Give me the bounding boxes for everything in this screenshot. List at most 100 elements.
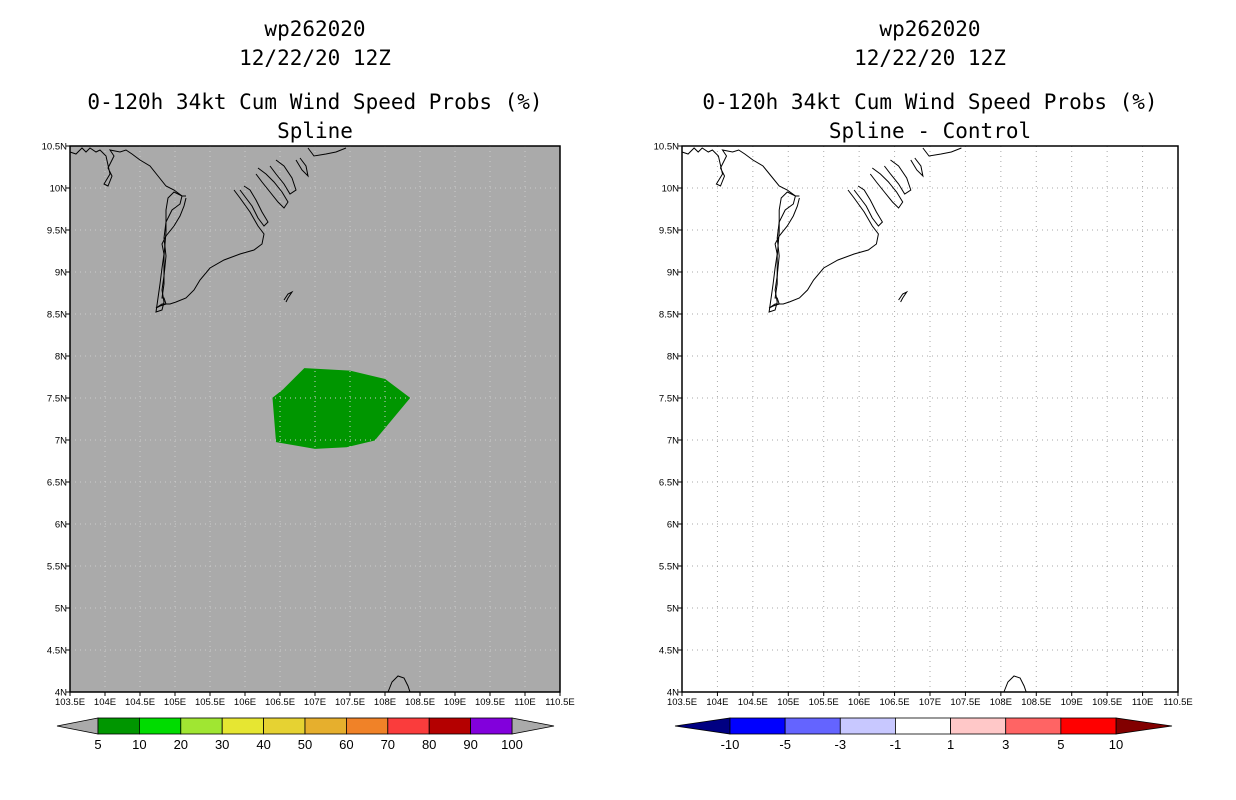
left-coastline: [269, 159, 297, 195]
right-lat-label: 10.5N: [654, 142, 679, 153]
left-coastline: [155, 189, 265, 309]
left-lon-label: 105.5E: [195, 697, 225, 708]
right-lat-label: 4N: [667, 688, 679, 699]
left-colorbar-over-arrow: [511, 717, 555, 735]
left-lon-label: 109E: [444, 697, 466, 708]
left-colorbar-label: 90: [463, 737, 477, 752]
left-lon-label: 104.5E: [125, 697, 155, 708]
left-lat-label: 7.5N: [47, 394, 67, 405]
left-lat-label: 6N: [55, 520, 67, 531]
right-lon-label: 109E: [1061, 697, 1083, 708]
right-lon-label: 105E: [777, 697, 799, 708]
left-lat-label: 10.5N: [42, 142, 67, 153]
right-lat-label: 4.5N: [659, 646, 679, 657]
left-coastline: [295, 157, 309, 178]
right-lat-label: 10N: [662, 184, 680, 195]
left-lon-label: 107.5E: [335, 697, 365, 708]
left-coastline: [239, 185, 269, 227]
left-map-panel: 10.5N 10N 9.5N 9N 8.5N 8N 7.5N 7N 6.5N 6N 5.5N 5N 4.…: [42, 142, 575, 753]
left-colorbar-label: 10: [132, 737, 146, 752]
right-coastline: [910, 157, 924, 178]
right-lon-label: 109.5E: [1092, 697, 1122, 708]
left-colorbar-label: 5: [94, 737, 101, 752]
right-colorbar-label: -5: [779, 737, 791, 752]
left-colorbar-swatch: [263, 717, 306, 735]
left-colorbar-label: 80: [422, 737, 436, 752]
left-lon-label: 104E: [94, 697, 116, 708]
right-colorbar-swatch: [895, 717, 951, 735]
left-lon-label: 108.5E: [405, 697, 435, 708]
left-lon-label: 106E: [234, 697, 256, 708]
right-lat-label: 6N: [667, 520, 679, 531]
left-colorbar-swatch: [97, 717, 140, 735]
right-lat-label: 6.5N: [659, 478, 679, 489]
left-prob-contour-region: [272, 368, 411, 449]
left-colorbar-swatch: [428, 717, 472, 735]
left-colorbar-swatch: [387, 717, 430, 735]
left-coastline: [69, 147, 187, 313]
left-colorbar-under-arrow: [56, 717, 99, 735]
left-lon-label: 103.5E: [55, 697, 85, 708]
right-lon-label: 106.5E: [880, 697, 910, 708]
right-colorbar-label: -10: [721, 737, 740, 752]
right-colorbar-swatch: [839, 717, 896, 735]
right-colorbar-swatch: [950, 717, 1007, 735]
right-title-line3: 0-120h 34kt Cum Wind Speed Probs (%): [702, 90, 1158, 114]
left-lat-label: 8N: [55, 352, 67, 363]
left-colorbar-swatch: [304, 717, 347, 735]
right-colorbar-label: 10: [1109, 737, 1123, 752]
left-lat-label: 7N: [55, 436, 67, 447]
right-title-line2: 12/22/20 12Z: [854, 46, 1006, 70]
left-lon-label: 108E: [374, 697, 396, 708]
right-map-panel: 10.5N 10N 9.5N 9N 8.5N 8N 7.5N 7N 6.5N 6N 5.5N 5N 4.…: [654, 142, 1193, 753]
right-colorbar-swatch: [784, 717, 841, 735]
left-lon-label: 110.5E: [545, 697, 574, 708]
right-lon-label: 107E: [919, 697, 941, 708]
right-lon-label: 110E: [1132, 697, 1153, 708]
right-lat-label: 8.5N: [659, 310, 679, 321]
right-lon-label: 104E: [706, 697, 728, 708]
left-colorbar-swatch: [180, 717, 223, 735]
left-colorbar-swatch: [138, 717, 182, 735]
right-colorbar-over-arrow: [1115, 717, 1173, 735]
right-lon-label: 103.5E: [667, 697, 697, 708]
right-lat-label: 9N: [667, 268, 679, 279]
right-title-line1: wp262020: [879, 17, 981, 41]
right-lon-label: 107.5E: [950, 697, 980, 708]
left-lat-label: 4.5N: [47, 646, 67, 657]
right-lon-label: 104.5E: [738, 697, 768, 708]
right-map-background: [682, 146, 1178, 692]
right-coastline: [922, 147, 962, 157]
right-lat-label: 7.5N: [659, 394, 679, 405]
left-colorbar-label: 100: [501, 737, 523, 752]
right-lon-label: 105.5E: [809, 697, 839, 708]
left-lon-label: 106.5E: [265, 697, 295, 708]
right-coastline: [681, 147, 800, 313]
left-lon-label: 105E: [164, 697, 186, 708]
left-title-line3: 0-120h 34kt Cum Wind Speed Probs (%): [87, 90, 543, 114]
left-colorbar-swatch: [345, 717, 389, 735]
left-title-line1: wp262020: [264, 17, 366, 41]
right-colorbar-swatch: [1060, 717, 1117, 735]
right-colorbar-label: 5: [1057, 737, 1064, 752]
left-title-line4: Spline: [277, 119, 353, 143]
right-coastline: [1003, 675, 1027, 693]
right-coastline: [768, 189, 879, 309]
right-colorbar-label: 3: [1002, 737, 1009, 752]
left-lat-label: 4N: [55, 688, 67, 699]
right-lon-label: 110.5E: [1163, 697, 1192, 708]
left-coastline: [387, 675, 411, 693]
right-colorbar-label: -3: [835, 737, 847, 752]
left-lat-label: 5N: [55, 604, 67, 615]
right-lon-label: 108.5E: [1021, 697, 1051, 708]
left-colorbar-label: 20: [174, 737, 188, 752]
right-lat-label: 9.5N: [659, 226, 679, 237]
left-lat-label: 5.5N: [47, 562, 67, 573]
left-lon-label: 107E: [304, 697, 326, 708]
left-colorbar-swatch: [470, 717, 513, 735]
left-colorbar-label: 60: [339, 737, 353, 752]
right-lat-label: 8N: [667, 352, 679, 363]
right-colorbar-swatch: [1005, 717, 1062, 735]
left-coastline: [307, 147, 347, 157]
